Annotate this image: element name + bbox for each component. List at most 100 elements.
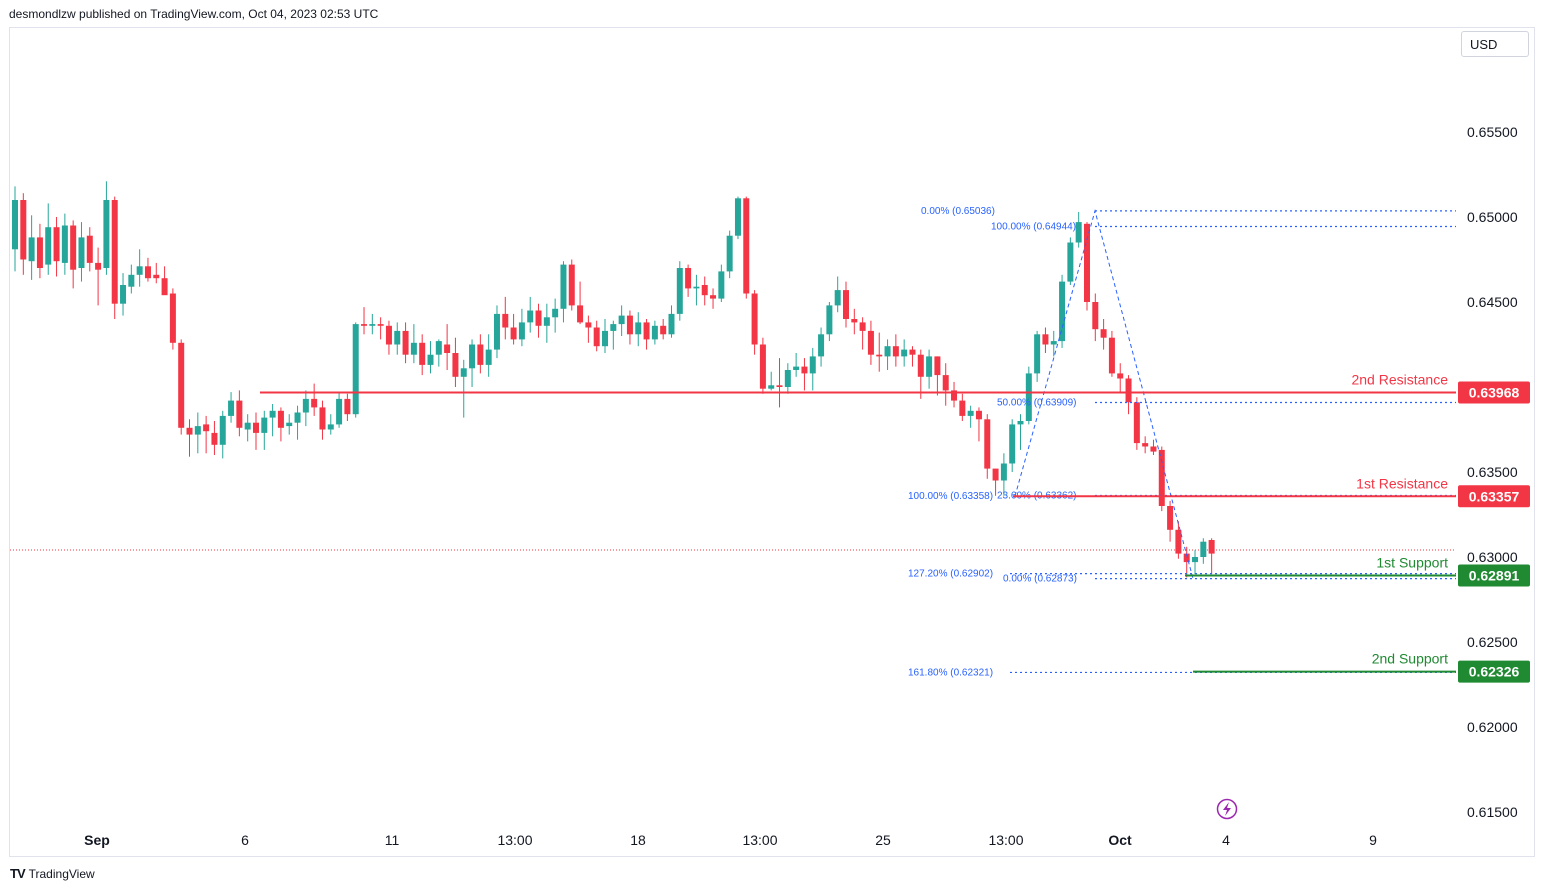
candle-body: [136, 266, 143, 275]
candle-body: [1142, 443, 1149, 447]
candle-body: [28, 237, 35, 262]
candle-body: [867, 330, 874, 355]
candle-body: [352, 324, 359, 415]
candle-body: [1100, 329, 1107, 338]
candle-body: [1125, 378, 1132, 403]
candle-body: [967, 410, 974, 416]
x-tick-label: 25: [875, 832, 891, 848]
candle-body: [1075, 222, 1082, 243]
candle-body: [626, 315, 633, 335]
candle-body: [236, 400, 243, 428]
candle-body: [593, 327, 600, 347]
tradingview-footer[interactable]: TV TradingView: [10, 866, 95, 881]
candle-body: [369, 324, 376, 326]
candle-body: [934, 356, 941, 376]
price-tag: [1458, 660, 1530, 683]
candle-body: [1117, 373, 1124, 379]
y-tick-label: 0.62500: [1467, 634, 1518, 650]
candle-body: [892, 346, 899, 357]
candle-body: [111, 200, 118, 304]
candle-body: [469, 344, 476, 369]
candle-body: [336, 398, 343, 425]
candle-body: [784, 370, 791, 387]
fib-zigzag-line: [1014, 208, 1194, 579]
candle-body: [244, 422, 251, 430]
candle-body: [1059, 281, 1066, 342]
candle-body: [452, 353, 459, 377]
fib-label: 161.80% (0.62321): [908, 667, 993, 678]
candle-body: [1167, 506, 1174, 530]
candle-body: [568, 264, 575, 306]
fib-label: 100.00% (0.63358): [908, 491, 993, 502]
price-tag: [1458, 564, 1530, 587]
candle-body: [1158, 449, 1165, 506]
candle-body: [560, 264, 567, 309]
candle-body: [535, 310, 542, 326]
candle-body: [219, 415, 226, 445]
tradingview-brand: TradingView: [28, 866, 95, 881]
candle-body: [361, 324, 368, 326]
candle-body: [327, 424, 334, 430]
candle-body: [161, 278, 168, 296]
candle-body: [344, 398, 351, 415]
y-tick-label: 0.63500: [1467, 464, 1518, 480]
x-tick-label: 9: [1369, 832, 1377, 848]
candle-body: [710, 295, 717, 299]
price-tag-label: 0.63968: [1469, 384, 1520, 400]
candle-body: [1025, 373, 1032, 421]
candle-body: [743, 198, 750, 294]
price-tag-label: 0.62326: [1469, 664, 1520, 680]
tradingview-logo-icon: TV: [10, 866, 26, 881]
candle-body: [444, 344, 451, 353]
candle-body: [394, 330, 401, 345]
candle-body: [153, 274, 160, 279]
candle-body: [194, 426, 201, 435]
candle-body: [1200, 541, 1207, 557]
x-tick-label: 11: [385, 832, 400, 848]
x-axis: Sep 6 11 13:00 18 13:00 25 13:00 Oct 4 9: [84, 832, 1377, 848]
candle-body: [460, 368, 467, 377]
candle-body: [385, 325, 392, 345]
candle-body: [1183, 553, 1190, 563]
fib-label: 100.00% (0.64944): [991, 222, 1076, 233]
candle-body: [78, 237, 85, 268]
candle-body: [36, 237, 43, 268]
candle-body: [975, 410, 982, 420]
fib-label: 0.00% (0.65036): [921, 206, 995, 217]
price-tag-label: 0.63357: [1469, 488, 1520, 504]
candle-body: [128, 274, 135, 287]
y-axis: 0.65500 0.65000 0.64500 0.63500 0.63000 …: [1467, 124, 1518, 820]
candle-body: [793, 366, 800, 370]
publish-attribution: desmondlzw published on TradingView.com,…: [9, 7, 379, 21]
candle-body: [1108, 337, 1115, 374]
candle-body: [1050, 341, 1057, 345]
candle-body: [552, 308, 559, 318]
candle-body: [959, 400, 966, 416]
candle-body: [169, 293, 176, 343]
candle-body: [252, 422, 259, 433]
candle-body: [884, 346, 891, 357]
candle-body: [851, 319, 858, 323]
lightning-icon[interactable]: [1216, 798, 1238, 820]
x-tick-label: 13:00: [742, 832, 777, 848]
candle-body: [53, 227, 60, 262]
candle-body: [186, 427, 193, 435]
y-tick-label: 0.65500: [1467, 124, 1518, 140]
candle-body: [1034, 334, 1041, 374]
currency-selector[interactable]: USD: [1461, 31, 1529, 57]
candle-body: [435, 341, 442, 355]
y-tick-label: 0.62000: [1467, 719, 1518, 735]
candle-body: [543, 317, 550, 326]
candle-body: [992, 468, 999, 481]
candle-body: [20, 200, 27, 260]
candle-body: [493, 313, 500, 350]
x-tick-label: Sep: [84, 832, 110, 848]
candle-body: [319, 407, 326, 430]
level-label: 1st Resistance: [1356, 475, 1448, 491]
x-tick-label: 6: [241, 832, 249, 848]
price-tag: [1458, 381, 1530, 404]
candle-body: [477, 344, 484, 365]
candle-body: [518, 322, 525, 340]
fib-label: 127.20% (0.62902): [908, 569, 993, 580]
